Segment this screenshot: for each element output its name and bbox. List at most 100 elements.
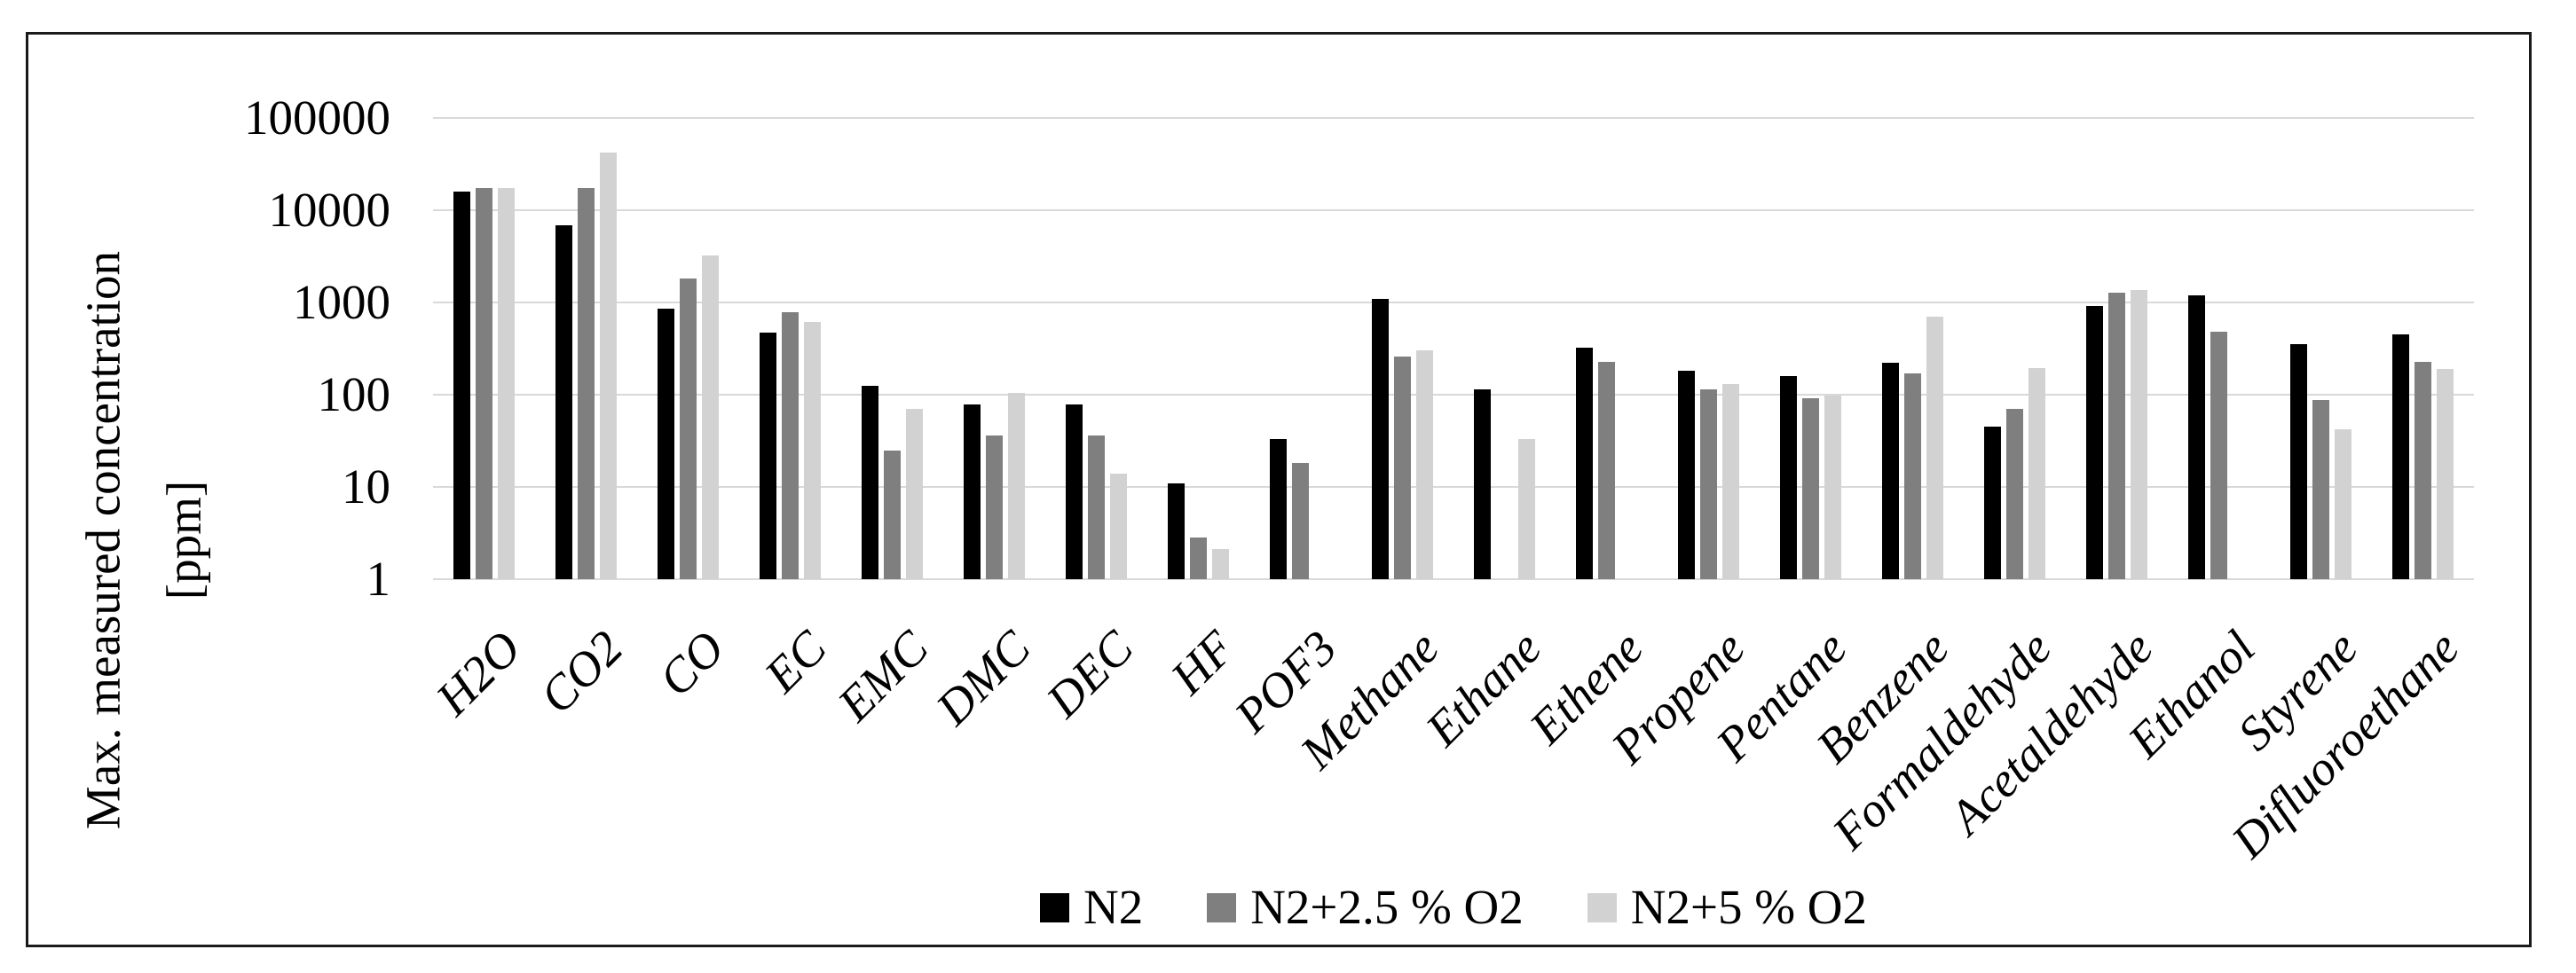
- bar-POF3-N2: [1270, 439, 1287, 579]
- bar-EC-N2+2.5 % O2: [782, 312, 799, 579]
- bar-Acetaldehyde-N2+5 % O2: [2131, 290, 2147, 579]
- bar-group-EMC: [841, 118, 943, 579]
- bar-group-Pentane: [1760, 118, 1862, 579]
- bar-Acetaldehyde-N2: [2086, 306, 2103, 579]
- bar-Pentane-N2: [1780, 376, 1797, 579]
- bar-DEC-N2+2.5 % O2: [1088, 435, 1105, 579]
- bar-groups: [433, 118, 2474, 579]
- bar-DMC-N2+2.5 % O2: [986, 435, 1003, 579]
- bar-Propene-N2+5 % O2: [1722, 384, 1739, 579]
- bar-CO-N2+2.5 % O2: [680, 279, 697, 579]
- bar-H2O-N2+2.5 % O2: [476, 188, 492, 579]
- legend-label: N2: [1083, 880, 1144, 934]
- legend-swatch-icon: [1207, 892, 1237, 922]
- bar-Difluoroethane-N2+5 % O2: [2437, 369, 2454, 579]
- bar-Ethane-N2: [1474, 389, 1491, 579]
- bar-DMC-N2: [964, 404, 981, 579]
- legend-swatch-icon: [1039, 892, 1069, 922]
- bar-group-HF: [1147, 118, 1249, 579]
- bar-Pentane-N2+2.5 % O2: [1802, 398, 1819, 579]
- bar-group-Ethene: [1556, 118, 1658, 579]
- plot-area: [433, 117, 2474, 580]
- bar-EC-N2+5 % O2: [804, 322, 821, 579]
- bar-group-Ethane: [1453, 118, 1556, 579]
- bar-Benzene-N2: [1882, 363, 1899, 579]
- y-tick-label-10000: 10000: [268, 183, 391, 237]
- legend-label: N2+2.5 % O2: [1250, 880, 1524, 934]
- bar-DEC-N2: [1066, 404, 1083, 579]
- bar-group-Styrene: [2270, 118, 2372, 579]
- gridline-100: [433, 394, 2474, 396]
- bar-Styrene-N2: [2290, 344, 2307, 579]
- y-tick-label-1: 1: [366, 552, 391, 606]
- bar-Styrene-N2+5 % O2: [2335, 429, 2351, 579]
- bar-H2O-N2: [453, 192, 470, 579]
- bar-group-Formaldehyde: [1964, 118, 2066, 579]
- bar-group-Propene: [1658, 118, 1760, 579]
- bar-DEC-N2+5 % O2: [1110, 474, 1127, 579]
- y-tick-label-1000: 1000: [293, 275, 390, 329]
- bar-group-H2O: [433, 118, 535, 579]
- bar-DMC-N2+5 % O2: [1008, 393, 1025, 579]
- bar-Propene-N2+2.5 % O2: [1700, 389, 1717, 579]
- y-tick-label-100000: 100000: [244, 90, 390, 145]
- bar-POF3-N2+2.5 % O2: [1292, 463, 1309, 579]
- bar-Methane-N2: [1372, 299, 1389, 579]
- y-tick-label-100: 100: [317, 367, 391, 421]
- bar-Formaldehyde-N2+5 % O2: [2029, 368, 2045, 579]
- bar-CO-N2: [658, 309, 674, 579]
- bar-group-POF3: [1249, 118, 1351, 579]
- gridline-1000: [433, 302, 2474, 303]
- bar-group-Benzene: [1862, 118, 1964, 579]
- bar-group-CO: [637, 118, 739, 579]
- legend-swatch-icon: [1587, 892, 1617, 922]
- legend-label: N2+5 % O2: [1630, 880, 1868, 934]
- bar-group-CO2: [535, 118, 637, 579]
- legend-item-N2: N2: [1039, 880, 1144, 934]
- bar-group-DEC: [1045, 118, 1147, 579]
- bar-group-DMC: [943, 118, 1045, 579]
- bar-Difluoroethane-N2: [2392, 334, 2409, 579]
- gridline-1: [433, 578, 2474, 580]
- bar-Ethanol-N2: [2188, 295, 2205, 579]
- bar-Acetaldehyde-N2+2.5 % O2: [2108, 293, 2125, 579]
- legend-item-N2+5 % O2: N2+5 % O2: [1587, 881, 1867, 934]
- bar-group-Acetaldehyde: [2066, 118, 2168, 579]
- bar-Styrene-N2+2.5 % O2: [2312, 400, 2329, 579]
- bar-group-Ethanol: [2168, 118, 2270, 579]
- bar-Ethene-N2+2.5 % O2: [1598, 362, 1615, 579]
- y-tick-label-10: 10: [342, 459, 390, 514]
- legend-item-N2+2.5 % O2: N2+2.5 % O2: [1207, 881, 1524, 934]
- bar-H2O-N2+5 % O2: [498, 188, 515, 579]
- bar-CO2-N2+2.5 % O2: [578, 188, 595, 579]
- bar-Benzene-N2+5 % O2: [1926, 317, 1943, 579]
- bar-group-EC: [739, 118, 841, 579]
- bar-Propene-N2: [1678, 371, 1695, 579]
- bar-EMC-N2: [862, 386, 878, 579]
- bar-HF-N2+5 % O2: [1212, 549, 1229, 579]
- bar-group-Difluoroethane: [2372, 118, 2474, 579]
- bar-CO-N2+5 % O2: [702, 255, 719, 579]
- gridline-100000: [433, 117, 2474, 119]
- bar-CO2-N2: [555, 225, 572, 579]
- bar-Pentane-N2+5 % O2: [1824, 396, 1841, 579]
- bar-Methane-N2+2.5 % O2: [1394, 357, 1411, 579]
- bar-Difluoroethane-N2+2.5 % O2: [2415, 362, 2431, 579]
- gridline-10000: [433, 209, 2474, 211]
- bar-CO2-N2+5 % O2: [600, 153, 617, 579]
- bar-Formaldehyde-N2+2.5 % O2: [2006, 409, 2023, 579]
- legend: N2 N2+2.5 % O2 N2+5 % O2: [433, 881, 2474, 934]
- bar-Methane-N2+5 % O2: [1416, 350, 1433, 579]
- bar-Formaldehyde-N2: [1984, 427, 2001, 579]
- bar-HF-N2: [1168, 483, 1185, 579]
- bar-Ethene-N2: [1576, 348, 1593, 579]
- bar-group-Methane: [1351, 118, 1453, 579]
- bar-Ethane-N2+5 % O2: [1518, 439, 1535, 579]
- bar-EMC-N2+2.5 % O2: [884, 451, 901, 579]
- gridline-10: [433, 486, 2474, 488]
- bar-HF-N2+2.5 % O2: [1190, 538, 1207, 579]
- bar-Ethanol-N2+2.5 % O2: [2210, 332, 2227, 579]
- bar-EMC-N2+5 % O2: [906, 409, 923, 579]
- bar-EC-N2: [760, 333, 776, 579]
